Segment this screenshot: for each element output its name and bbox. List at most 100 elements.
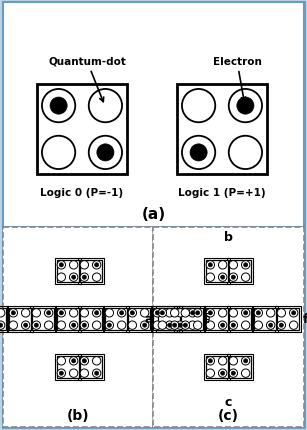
Circle shape [82,323,87,328]
Circle shape [82,359,87,363]
Circle shape [153,321,161,329]
Circle shape [107,323,111,328]
Circle shape [229,136,262,170]
Bar [55,258,80,284]
Circle shape [206,321,215,329]
Bar [176,308,197,330]
Bar [153,227,304,427]
Circle shape [69,261,78,270]
Circle shape [97,144,114,162]
Circle shape [80,321,88,329]
Circle shape [21,321,30,329]
Circle shape [229,369,238,378]
Circle shape [69,273,78,282]
Bar [77,354,103,380]
Bar [104,308,126,330]
Circle shape [256,311,260,315]
Circle shape [141,309,149,317]
Bar [227,354,252,380]
Circle shape [208,263,212,267]
Circle shape [82,276,87,280]
Bar [55,354,80,380]
Circle shape [89,136,122,170]
Circle shape [92,321,101,329]
Circle shape [219,357,227,365]
Circle shape [118,309,126,317]
Circle shape [45,309,53,317]
Circle shape [182,90,215,123]
Bar [77,306,103,332]
Circle shape [32,309,41,317]
Circle shape [183,323,188,328]
Circle shape [229,309,238,317]
Circle shape [266,309,275,317]
Circle shape [72,276,76,280]
Circle shape [196,311,200,315]
Circle shape [219,321,227,329]
Circle shape [69,309,78,317]
Circle shape [206,273,215,282]
Bar [80,308,102,330]
Text: (b): (b) [67,408,89,422]
Circle shape [182,136,215,170]
Circle shape [188,309,197,317]
Bar [153,308,174,330]
Bar [277,308,298,330]
Circle shape [191,311,195,315]
Circle shape [42,90,75,123]
Circle shape [95,371,99,375]
Circle shape [59,263,64,267]
Circle shape [69,321,78,329]
Bar [251,306,278,332]
Bar [6,306,33,332]
Circle shape [243,359,248,363]
Circle shape [11,311,15,315]
Bar [3,3,304,227]
Circle shape [237,98,254,115]
Circle shape [206,309,215,317]
Circle shape [92,357,101,365]
Circle shape [130,311,134,315]
Circle shape [105,321,114,329]
Circle shape [170,321,179,329]
Circle shape [178,323,182,328]
Text: (c): (c) [217,408,239,422]
Bar [156,306,181,332]
Circle shape [219,261,227,270]
Text: a: a [145,313,153,326]
Circle shape [57,273,65,282]
Bar [150,306,177,332]
Circle shape [206,357,215,365]
Bar [103,306,129,332]
Circle shape [95,311,99,315]
Circle shape [72,359,76,363]
Bar [173,306,200,332]
Circle shape [229,273,238,282]
Circle shape [80,357,88,365]
Circle shape [57,321,65,329]
Circle shape [92,369,101,378]
Circle shape [45,321,53,329]
Circle shape [69,357,78,365]
Bar [205,356,227,378]
Text: f: f [303,313,307,326]
Circle shape [80,309,88,317]
Circle shape [206,369,215,378]
Circle shape [24,323,28,328]
Circle shape [158,309,166,317]
Circle shape [219,369,227,378]
Circle shape [231,276,235,280]
Bar [9,308,30,330]
Bar [254,308,275,330]
Circle shape [34,323,38,328]
Circle shape [118,321,126,329]
Bar [227,258,252,284]
Circle shape [292,311,296,315]
Circle shape [208,311,212,315]
Circle shape [72,323,76,328]
Bar [204,258,230,284]
Bar [204,354,230,380]
Circle shape [165,321,174,329]
Bar [274,306,301,332]
Circle shape [176,309,185,317]
